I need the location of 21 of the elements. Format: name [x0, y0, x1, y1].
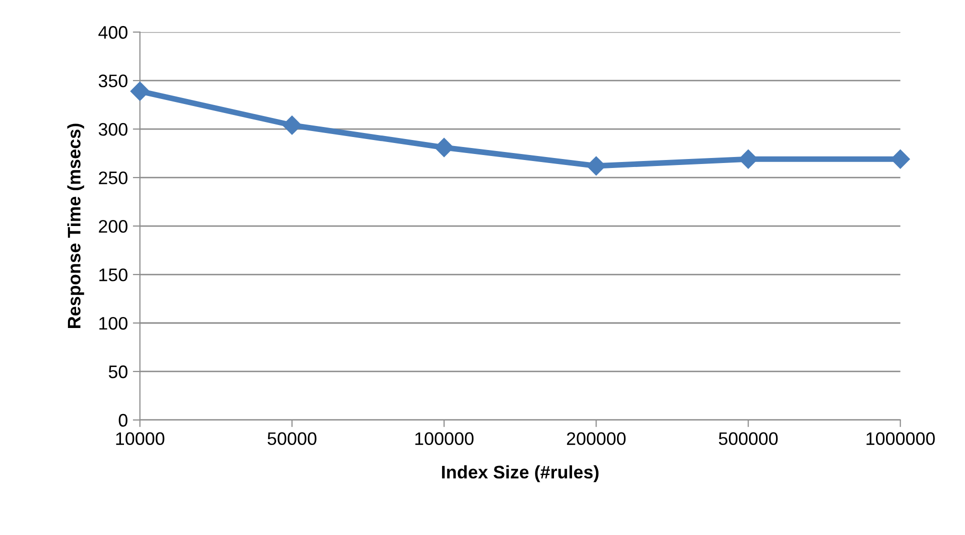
y-tick-label: 350 [98, 74, 128, 88]
y-tick-label: 150 [99, 268, 128, 282]
point [434, 138, 454, 158]
x-tick-label: 100000 [415, 432, 474, 446]
point [130, 82, 150, 101]
y-tick-label: 400 [98, 26, 128, 39]
x-tick-label: 10000 [116, 432, 164, 446]
y-tick-label: 300 [98, 123, 128, 136]
y-tick-label: 0 [118, 414, 128, 427]
y-tick-label: 50 [108, 365, 128, 378]
y-axis-title: Response Time (msecs) [67, 124, 84, 328]
x-axis-title: Index Size (#rules) [442, 465, 599, 482]
y-tick-label: 200 [98, 220, 128, 233]
x-tick-label: 500000 [718, 432, 778, 446]
x-tick-label: 50000 [268, 432, 316, 446]
y-tick-label: 100 [99, 316, 128, 330]
point [586, 156, 606, 176]
x-tick-label: 200000 [566, 432, 626, 446]
y-tick-label: 250 [98, 171, 128, 184]
x-tick-label: 1000000 [866, 432, 935, 446]
point [282, 116, 302, 135]
